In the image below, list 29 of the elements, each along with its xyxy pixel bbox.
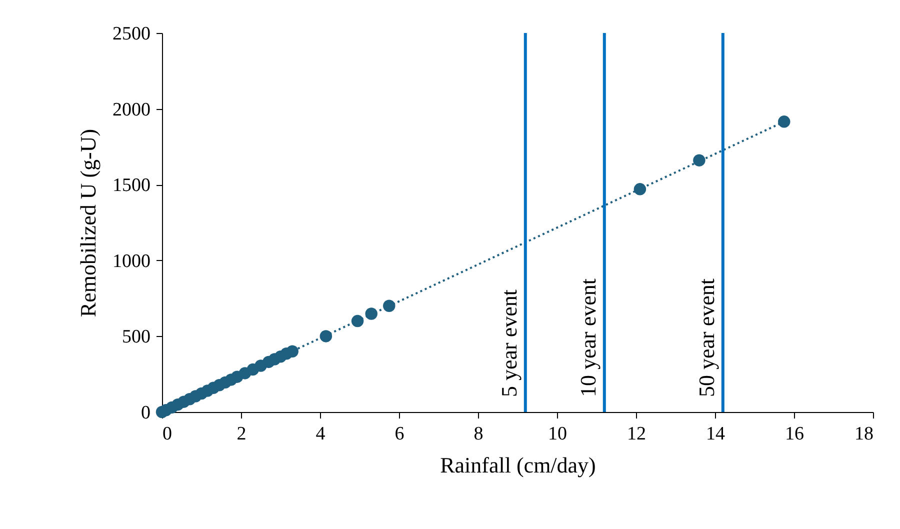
x-tick-label: 16	[785, 424, 804, 444]
ref-line-label: 50 year event	[694, 278, 719, 397]
x-tick-label: 0	[162, 424, 172, 444]
y-tick-label: 1500	[112, 175, 150, 196]
x-tick-label: 4	[316, 424, 326, 444]
x-axis-title: Rainfall (cm/day)	[440, 452, 596, 478]
x-tick-label: 2	[236, 424, 246, 444]
y-tick-label: 1000	[112, 250, 150, 272]
y-tick-label: 0	[141, 402, 150, 424]
point	[320, 330, 332, 342]
y-tick-label: 2500	[112, 24, 150, 44]
point	[365, 308, 378, 320]
point	[693, 154, 706, 166]
point	[286, 345, 298, 358]
point	[383, 300, 396, 312]
x-tick-label: 12	[627, 424, 646, 444]
x-tick-label: 8	[474, 424, 484, 444]
point	[778, 116, 790, 128]
ref-line-label: 5 year event	[496, 290, 522, 397]
point	[351, 314, 364, 328]
y-axis-title: Remobilized U (g-U)	[76, 128, 100, 318]
x-tick-label: 6	[394, 424, 404, 444]
x-tick-label: 10	[548, 424, 567, 444]
x-tick-label: 14	[706, 424, 726, 444]
ref-line-label: 10 year event	[575, 278, 600, 397]
point	[634, 183, 646, 196]
y-tick-label: 2000	[112, 99, 150, 120]
y-tick-label: 500	[122, 326, 150, 348]
x-tick-label: 18	[854, 424, 874, 444]
